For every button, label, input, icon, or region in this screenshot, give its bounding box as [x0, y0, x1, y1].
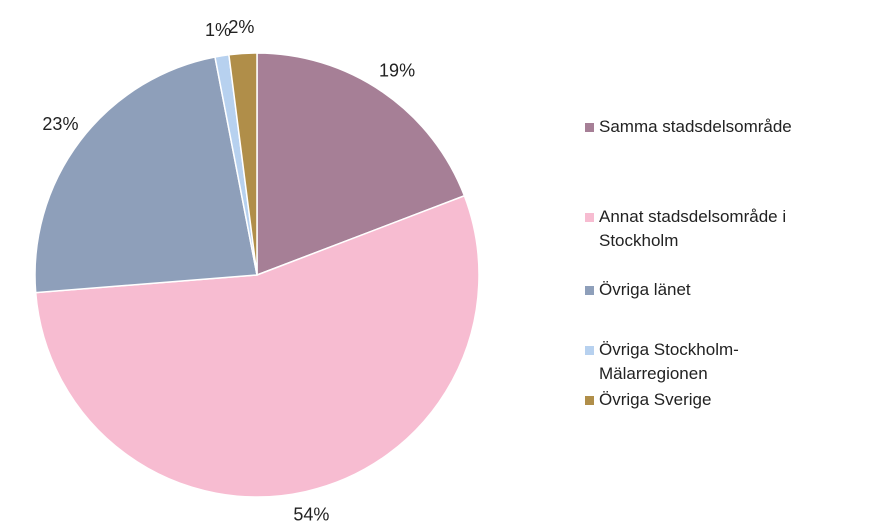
legend-entry: Övriga Stockholm-Mälarregionen	[585, 338, 814, 386]
legend-label: Annat stadsdelsområde i Stockholm	[599, 207, 787, 250]
legend-swatch	[585, 286, 594, 295]
legend-swatch	[585, 123, 594, 132]
pie-slice	[34, 194, 480, 498]
legend-swatch	[585, 396, 594, 405]
data-label: 19%	[379, 60, 415, 80]
data-label: 2%	[228, 17, 254, 37]
legend-entry: Samma stadsdelsområde	[585, 115, 814, 139]
legend-label: Övriga länet	[599, 280, 691, 299]
legend-label: Samma stadsdelsområde	[599, 117, 792, 136]
legend-swatch	[585, 346, 594, 355]
pie-slice	[228, 52, 258, 276]
legend-entry: Annat stadsdelsområde i Stockholm	[585, 205, 814, 253]
legend-entry: Övriga Sverige	[585, 388, 814, 412]
legend-entry: Övriga länet	[585, 278, 814, 302]
data-label: 54%	[293, 505, 329, 525]
data-label: 23%	[42, 114, 78, 134]
legend-label: Övriga Sverige	[599, 390, 712, 409]
legend-label: Övriga Stockholm-Mälarregionen	[599, 340, 739, 383]
pie-area: 19% 54% 23% 1%2%	[34, 17, 480, 525]
data-label: 1%	[205, 20, 231, 40]
pie-slice	[256, 52, 466, 277]
legend-swatch	[585, 213, 594, 222]
pie-slice	[34, 56, 258, 294]
